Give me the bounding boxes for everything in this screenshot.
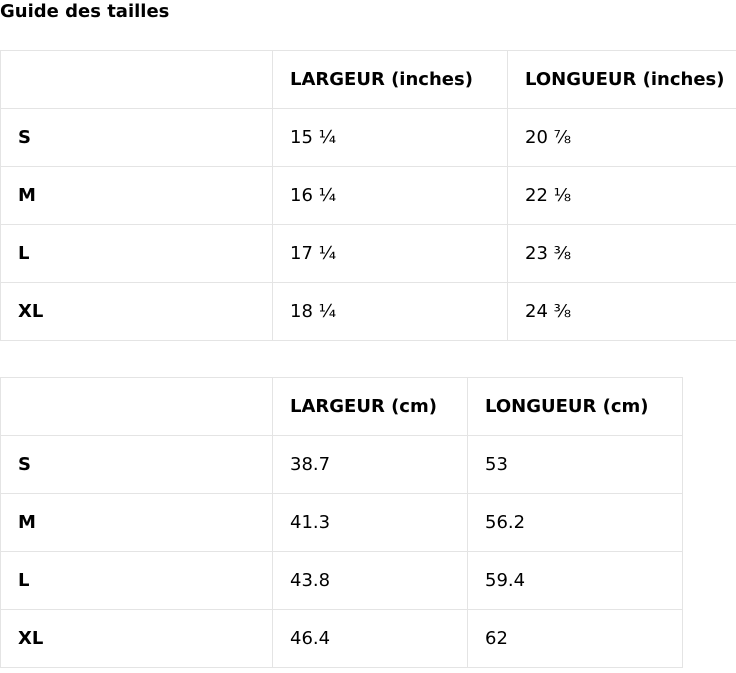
table-row: XL 46.4 62	[0, 609, 683, 668]
length-cell: 23 ⅜	[507, 224, 736, 283]
width-cell: 43.8	[272, 551, 468, 610]
size-cell: S	[0, 108, 273, 167]
width-cell: 18 ¼	[272, 282, 508, 341]
size-cell: XL	[0, 609, 273, 668]
width-cell: 17 ¼	[272, 224, 508, 283]
size-cell: M	[0, 493, 273, 552]
table-header-row: LARGEUR (cm) LONGUEUR (cm)	[0, 377, 683, 436]
width-cell: 46.4	[272, 609, 468, 668]
table-row: L 17 ¼ 23 ⅜	[0, 224, 736, 283]
length-cell: 20 ⅞	[507, 108, 736, 167]
page-title: Guide des tailles	[0, 1, 170, 22]
size-cell: S	[0, 435, 273, 494]
length-cell: 56.2	[467, 493, 683, 552]
size-table-cm: LARGEUR (cm) LONGUEUR (cm) S 38.7 53 M 4…	[0, 377, 683, 668]
table-header-row: LARGEUR (inches) LONGUEUR (inches)	[0, 50, 736, 109]
size-cell: L	[0, 551, 273, 610]
header-cell-width: LARGEUR (inches)	[272, 50, 508, 109]
size-table-inches: LARGEUR (inches) LONGUEUR (inches) S 15 …	[0, 50, 736, 341]
length-cell: 22 ⅛	[507, 166, 736, 225]
length-cell: 59.4	[467, 551, 683, 610]
width-cell: 16 ¼	[272, 166, 508, 225]
width-cell: 15 ¼	[272, 108, 508, 167]
table-row: XL 18 ¼ 24 ⅜	[0, 282, 736, 341]
header-cell-empty	[0, 50, 273, 109]
size-cell: M	[0, 166, 273, 225]
header-cell-length: LONGUEUR (inches)	[507, 50, 736, 109]
table-row: M 16 ¼ 22 ⅛	[0, 166, 736, 225]
header-cell-width: LARGEUR (cm)	[272, 377, 468, 436]
size-cell: L	[0, 224, 273, 283]
table-row: S 15 ¼ 20 ⅞	[0, 108, 736, 167]
size-cell: XL	[0, 282, 273, 341]
width-cell: 38.7	[272, 435, 468, 494]
table-row: L 43.8 59.4	[0, 551, 683, 610]
width-cell: 41.3	[272, 493, 468, 552]
header-cell-empty	[0, 377, 273, 436]
length-cell: 53	[467, 435, 683, 494]
header-cell-length: LONGUEUR (cm)	[467, 377, 683, 436]
table-row: M 41.3 56.2	[0, 493, 683, 552]
table-row: S 38.7 53	[0, 435, 683, 494]
length-cell: 62	[467, 609, 683, 668]
length-cell: 24 ⅜	[507, 282, 736, 341]
